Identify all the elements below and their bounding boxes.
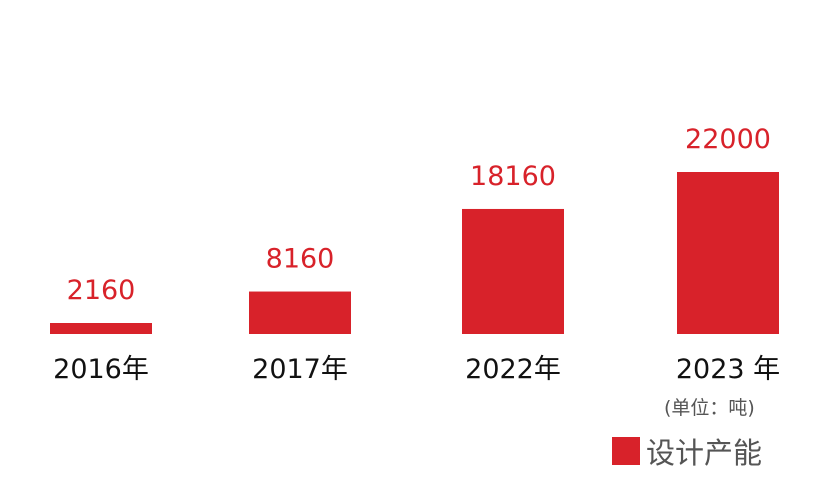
data-label: 18160: [470, 161, 556, 192]
category-label: 2017年: [252, 354, 348, 385]
data-label: 22000: [685, 124, 771, 155]
category-label: 2016年: [53, 354, 149, 385]
legend-swatch: [612, 437, 640, 465]
category-label: 2023 年: [676, 354, 780, 385]
data-label: 8160: [266, 244, 335, 275]
bar: [249, 291, 351, 334]
legend-label: 设计产能: [646, 436, 763, 470]
data-label: 2160: [67, 275, 136, 306]
bar: [677, 172, 779, 334]
category-label: 2022年: [465, 354, 561, 385]
unit-note: (单位：吨): [664, 397, 755, 419]
legend: 设计产能: [612, 430, 762, 472]
bar: [462, 208, 564, 334]
bar: [50, 323, 152, 334]
